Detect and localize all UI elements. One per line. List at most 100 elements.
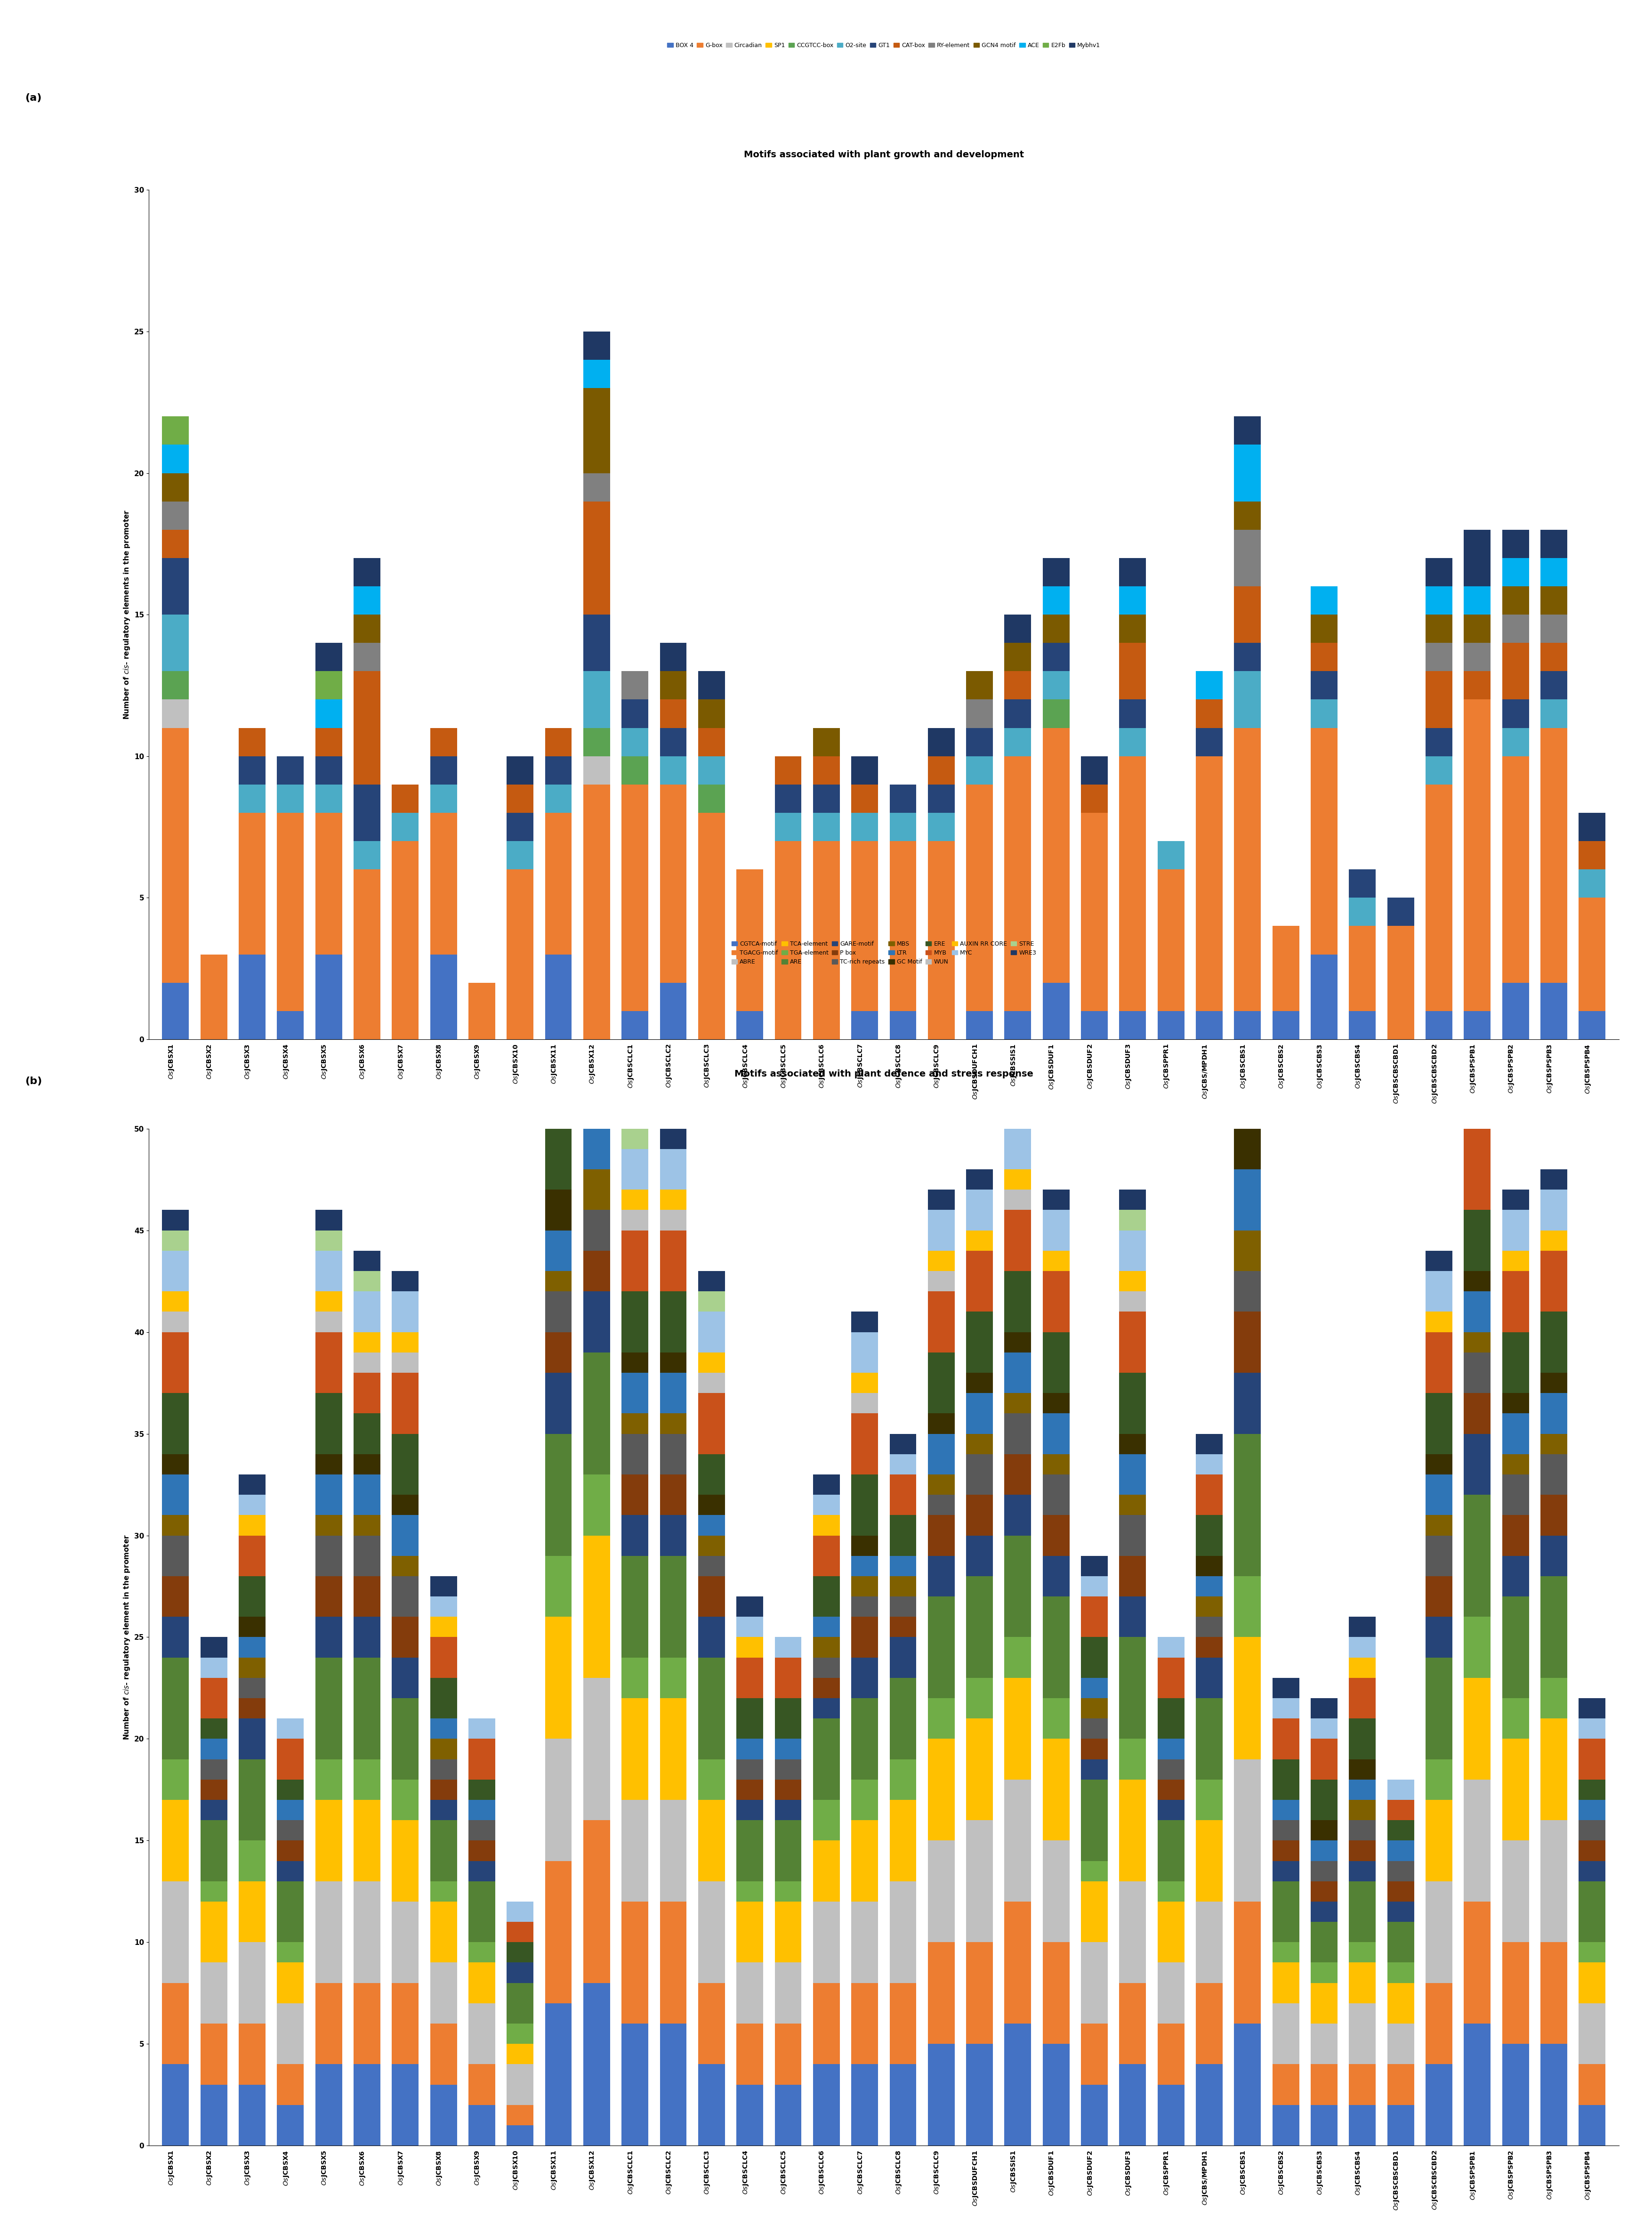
Bar	[162, 416, 188, 445]
Bar	[238, 1576, 266, 1616]
Bar	[1158, 1779, 1184, 1799]
Bar	[621, 1475, 648, 1515]
Bar	[162, 1616, 188, 1658]
Bar	[278, 2105, 304, 2146]
Bar	[1540, 1229, 1568, 1252]
Bar	[1042, 644, 1069, 670]
Bar	[1196, 1010, 1222, 1039]
Bar	[1042, 2043, 1069, 2146]
Bar	[1042, 1842, 1069, 1942]
Bar	[583, 1026, 610, 1109]
Bar	[699, 1352, 725, 1372]
Bar	[430, 755, 458, 784]
Bar	[1120, 1739, 1146, 1779]
Bar	[1502, 1739, 1530, 1842]
Bar	[1120, 1556, 1146, 1596]
Bar	[1234, 885, 1260, 925]
Bar	[889, 1596, 917, 1616]
Bar	[621, 1010, 648, 1039]
Bar	[1272, 1010, 1298, 1039]
Bar	[1158, 2085, 1184, 2146]
Bar	[851, 1819, 879, 1902]
Bar	[1388, 1799, 1414, 1819]
Bar	[200, 1902, 228, 1962]
Bar	[238, 1535, 266, 1576]
Bar	[200, 1678, 228, 1719]
Bar	[1158, 1658, 1184, 1699]
Bar	[545, 784, 572, 814]
Bar	[1196, 1982, 1222, 2065]
Bar	[659, 1149, 687, 1189]
Bar	[775, 1962, 801, 2023]
Bar	[1426, 2065, 1452, 2146]
Bar	[583, 1352, 610, 1475]
Bar	[162, 670, 188, 700]
Bar	[699, 1272, 725, 1292]
Bar	[1080, 2023, 1108, 2085]
Bar	[621, 1799, 648, 1902]
Bar	[354, 1475, 380, 1515]
Bar	[545, 1862, 572, 2003]
Bar	[316, 1515, 342, 1535]
Bar	[583, 615, 610, 670]
Bar	[1004, 1332, 1031, 1352]
Bar	[1540, 1576, 1568, 1678]
Bar	[354, 1616, 380, 1658]
Bar	[200, 1739, 228, 1759]
Bar	[889, 1475, 917, 1515]
Bar	[354, 1799, 380, 1882]
Bar	[507, 840, 534, 869]
Bar	[621, 1209, 648, 1229]
Bar	[1310, 700, 1338, 729]
Bar	[775, 1902, 801, 1962]
Bar	[621, 1149, 648, 1189]
Bar	[1120, 1596, 1146, 1636]
Bar	[1540, 1169, 1568, 1189]
Bar	[1464, 700, 1490, 1010]
Bar	[1120, 1010, 1146, 1039]
Bar	[966, 2043, 993, 2146]
Bar	[354, 1292, 380, 1332]
Bar	[775, 1799, 801, 1819]
Bar	[1350, 1616, 1376, 1636]
Bar	[1502, 1413, 1530, 1455]
Bar	[1080, 784, 1108, 814]
Bar	[354, 644, 380, 670]
Bar	[737, 1902, 763, 1962]
Bar	[200, 1636, 228, 1658]
Bar	[1234, 2023, 1260, 2146]
Bar	[1042, 1556, 1069, 1596]
Bar	[1540, 1455, 1568, 1495]
Bar	[1350, 1862, 1376, 1882]
Bar	[507, 2023, 534, 2043]
Bar	[813, 2065, 839, 2146]
Bar	[1004, 615, 1031, 644]
Bar	[1464, 530, 1490, 586]
Bar	[699, 1392, 725, 1455]
Bar	[1120, 644, 1146, 700]
Bar	[737, 1010, 763, 1039]
Bar	[545, 1435, 572, 1556]
Bar	[1464, 1616, 1490, 1678]
Bar	[699, 1495, 725, 1515]
Bar	[354, 869, 380, 1039]
Bar	[469, 1779, 496, 1799]
Bar	[238, 755, 266, 784]
Bar	[545, 1372, 572, 1435]
Bar	[966, 1010, 993, 1039]
Bar	[162, 1882, 188, 1982]
Bar	[1042, 1332, 1069, 1392]
Bar	[775, 755, 801, 784]
Bar	[1272, 1699, 1298, 1719]
Bar	[354, 559, 380, 586]
Bar	[545, 814, 572, 954]
Bar	[659, 983, 687, 1039]
Bar	[1540, 586, 1568, 615]
Bar	[1196, 1596, 1222, 1616]
Bar	[659, 1902, 687, 2023]
Bar	[392, 1272, 418, 1292]
Bar	[469, 2065, 496, 2105]
Bar	[278, 1739, 304, 1779]
Bar	[813, 814, 839, 840]
Bar	[392, 1902, 418, 1982]
